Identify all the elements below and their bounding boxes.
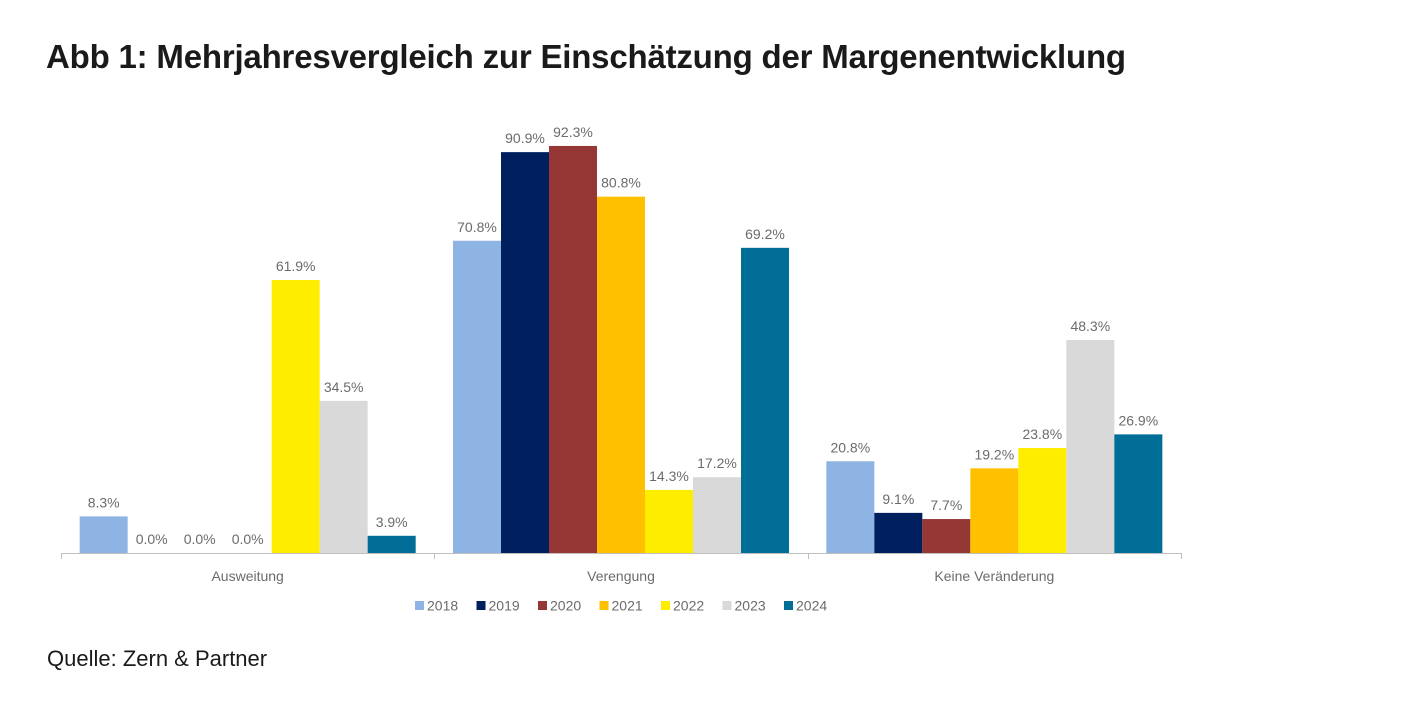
- legend-label-2024: 2024: [796, 598, 827, 614]
- bar-chart: 8.3% 0.0% 0.0% 0.0% 61.9% 34.5% 3.9% 70.8% 90.9%…: [61, 124, 1182, 614]
- data-label-verengung-2023: 17.2%: [697, 455, 737, 471]
- data-label-ausweitung-2022: 61.9%: [276, 258, 316, 274]
- legend-label-2020: 2020: [550, 598, 581, 614]
- category-label-verengung: Verengung: [587, 568, 655, 584]
- bars-layer: [79, 145, 1163, 554]
- data-label-verengung-2024: 69.2%: [745, 226, 785, 242]
- legend-label-2019: 2019: [489, 598, 520, 614]
- legend: 2018 2019 2020 2021 2022 2023 2024: [415, 598, 827, 614]
- source-note: Quelle: Zern & Partner: [47, 646, 268, 671]
- legend-swatch-2019: [476, 601, 486, 610]
- legend-label-2022: 2022: [673, 598, 704, 614]
- data-label-ausweitung-2020: 0.0%: [184, 531, 216, 547]
- legend-label-2023: 2023: [735, 598, 766, 614]
- bar-keine-veränderung-2018: [826, 461, 875, 553]
- bar-keine-veränderung-2022: [1018, 448, 1067, 553]
- legend-swatch-2022: [661, 601, 670, 610]
- data-label-ausweitung-2018: 8.3%: [88, 494, 120, 510]
- data-label-verengung-2022: 14.3%: [649, 468, 689, 484]
- chart-title: Abb 1: Mehrjahresvergleich zur Einschätz…: [46, 38, 1126, 75]
- data-label-ausweitung-2019: 0.0%: [136, 531, 168, 547]
- data-labels-layer: 8.3% 0.0% 0.0% 0.0% 61.9% 34.5% 3.9% 70.8% 90.9%…: [88, 124, 1158, 547]
- bar-verengung-2024: [741, 247, 789, 553]
- bar-keine-veränderung-2019: [874, 512, 923, 553]
- bar-ausweitung-2022: [271, 280, 320, 553]
- legend-swatch-2023: [722, 601, 732, 610]
- data-label-verengung-2021: 80.8%: [601, 175, 641, 191]
- bar-verengung-2018: [453, 240, 501, 553]
- legend-swatch-2024: [784, 601, 793, 610]
- legend-label-2021: 2021: [612, 598, 643, 614]
- bar-verengung-2023: [693, 477, 741, 553]
- data-label-keine-veränderung-2024: 26.9%: [1118, 412, 1158, 428]
- bar-keine-veränderung-2020: [922, 519, 971, 553]
- category-label-keine-veränderung: Keine Veränderung: [934, 568, 1054, 584]
- category-label-ausweitung: Ausweitung: [211, 568, 283, 584]
- bar-ausweitung-2018: [79, 516, 128, 553]
- data-label-keine-veränderung-2021: 19.2%: [974, 446, 1014, 462]
- data-label-verengung-2019: 90.9%: [505, 130, 545, 146]
- data-label-keine-veränderung-2018: 20.8%: [830, 439, 870, 455]
- bar-verengung-2020: [549, 145, 597, 553]
- legend-label-2018: 2018: [427, 598, 458, 614]
- x-axis: Ausweitung Verengung Keine Veränderung: [61, 553, 1182, 584]
- data-label-ausweitung-2021: 0.0%: [232, 531, 264, 547]
- data-label-keine-veränderung-2022: 23.8%: [1022, 426, 1062, 442]
- data-label-ausweitung-2024: 3.9%: [376, 514, 408, 530]
- data-label-verengung-2018: 70.8%: [457, 219, 497, 235]
- bar-ausweitung-2023: [319, 400, 368, 553]
- data-label-verengung-2020: 92.3%: [553, 124, 593, 140]
- bar-keine-veränderung-2024: [1114, 434, 1163, 553]
- bar-ausweitung-2024: [367, 535, 416, 553]
- legend-swatch-2021: [599, 601, 609, 610]
- data-label-keine-veränderung-2019: 9.1%: [882, 491, 914, 507]
- data-label-keine-veränderung-2023: 48.3%: [1070, 318, 1110, 334]
- bar-keine-veränderung-2023: [1066, 339, 1115, 553]
- legend-swatch-2018: [415, 601, 424, 610]
- data-label-keine-veränderung-2020: 7.7%: [930, 497, 962, 513]
- data-label-ausweitung-2023: 34.5%: [324, 379, 364, 395]
- bar-verengung-2022: [645, 489, 693, 553]
- bar-keine-veränderung-2021: [970, 468, 1019, 553]
- legend-swatch-2020: [538, 601, 547, 610]
- bar-verengung-2019: [501, 152, 549, 554]
- bar-verengung-2021: [597, 196, 645, 553]
